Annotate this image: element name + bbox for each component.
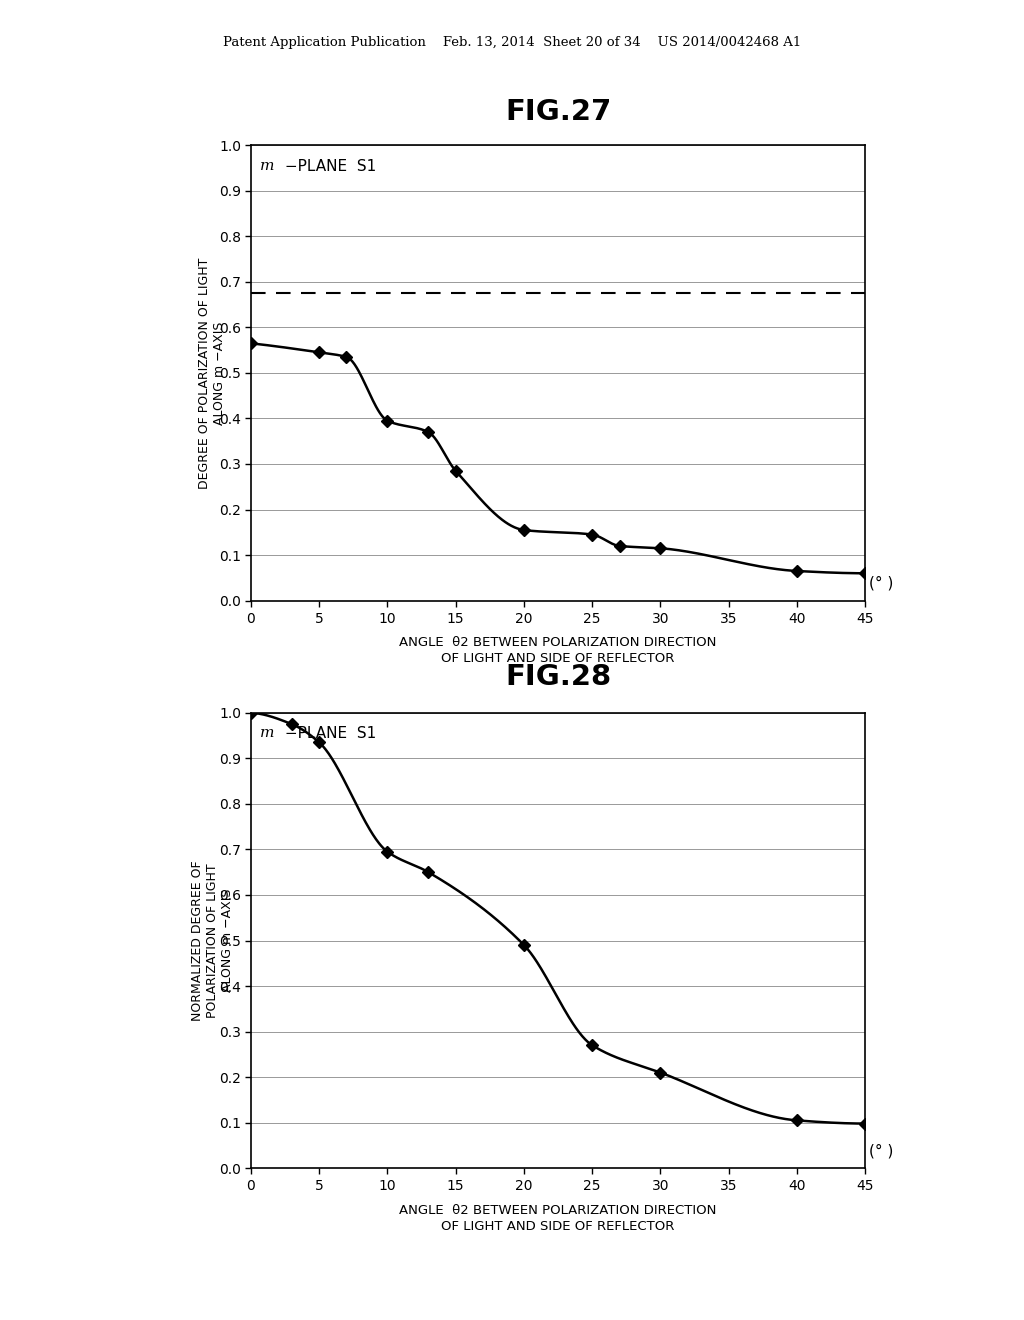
Text: Patent Application Publication    Feb. 13, 2014  Sheet 20 of 34    US 2014/00424: Patent Application Publication Feb. 13, … (223, 36, 801, 49)
Text: FIG.27: FIG.27 (505, 98, 611, 125)
Text: (° ): (° ) (869, 576, 894, 591)
Text: ANGLE  θ2 BETWEEN POLARIZATION DIRECTION: ANGLE θ2 BETWEEN POLARIZATION DIRECTION (399, 1204, 717, 1217)
Y-axis label: NORMALIZED DEGREE OF
POLARIZATION OF LIGHT
ALONG m −AXIS: NORMALIZED DEGREE OF POLARIZATION OF LIG… (190, 861, 233, 1020)
Text: FIG.28: FIG.28 (505, 663, 611, 690)
Text: m: m (260, 158, 274, 173)
Text: ANGLE  θ2 BETWEEN POLARIZATION DIRECTION: ANGLE θ2 BETWEEN POLARIZATION DIRECTION (399, 636, 717, 649)
Text: −PLANE  S1: −PLANE S1 (280, 726, 376, 742)
Text: −PLANE  S1: −PLANE S1 (280, 158, 376, 174)
Text: OF LIGHT AND SIDE OF REFLECTOR: OF LIGHT AND SIDE OF REFLECTOR (441, 1220, 675, 1233)
Y-axis label: DEGREE OF POLARIZATION OF LIGHT
ALONG m −AXIS: DEGREE OF POLARIZATION OF LIGHT ALONG m … (199, 257, 226, 488)
Text: m: m (260, 726, 274, 741)
Text: OF LIGHT AND SIDE OF REFLECTOR: OF LIGHT AND SIDE OF REFLECTOR (441, 652, 675, 665)
Text: (° ): (° ) (869, 1143, 894, 1159)
